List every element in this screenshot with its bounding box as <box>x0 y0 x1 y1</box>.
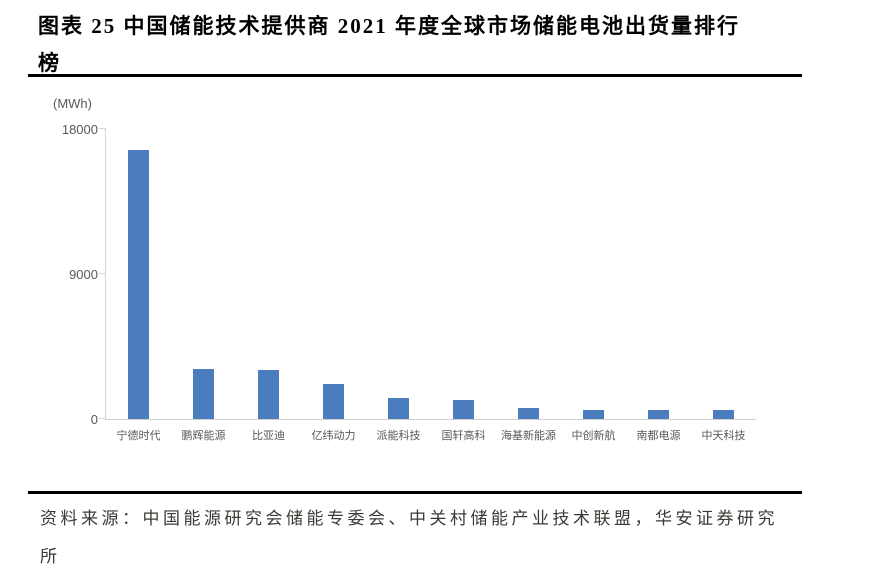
y-axis-tick <box>99 273 106 274</box>
bar-slot <box>106 129 171 419</box>
bar-slot <box>171 129 236 419</box>
bar-slot <box>626 129 691 419</box>
y-axis-tick-label: 9000 <box>69 267 98 282</box>
bar-slot <box>366 129 431 419</box>
category-label: 派能科技 <box>376 430 421 442</box>
figure-title-line-1: 图表 25 中国储能技术提供商 2021 年度全球市场储能电池出货量排行 <box>38 14 740 38</box>
category-label: 海基新能源 <box>501 430 556 442</box>
title-divider <box>28 74 802 77</box>
footer-divider <box>28 491 802 494</box>
bar-2 <box>193 369 214 419</box>
category-label: 宁德时代 <box>116 430 161 442</box>
bar-4 <box>323 383 344 419</box>
figure-title: 图表 25 中国储能技术提供商 2021 年度全球市场储能电池出货量排行 榜 <box>38 8 828 82</box>
bar-slot <box>301 129 366 419</box>
bar-1 <box>128 149 149 419</box>
category-label: 鹏辉能源 <box>181 430 226 442</box>
category-labels: 宁德时代 鹏辉能源 比亚迪 亿纬动力 派能科技 国轩高科 海基新能源 中创新航 南都电源 中天科技 <box>106 427 756 443</box>
category-label: 中创新航 <box>571 430 616 442</box>
bar-slot <box>236 129 301 419</box>
y-axis-tick-label: 18000 <box>61 122 98 137</box>
bar-10 <box>713 409 734 419</box>
y-axis-tick <box>99 418 106 419</box>
bar-7 <box>518 407 539 419</box>
bar-5 <box>388 397 409 419</box>
source-note-line-1: 资料来源：中国能源研究会储能专委会、中关村储能产业技术联盟，华安证券研究 <box>40 509 778 528</box>
y-axis-tick-label: 0 <box>90 412 98 427</box>
bar-8 <box>583 409 604 419</box>
source-note: 资料来源：中国能源研究会储能专委会、中关村储能产业技术联盟，华安证券研究 所 <box>40 500 840 576</box>
y-axis-tick <box>99 128 106 129</box>
category-label: 国轩高科 <box>441 430 486 442</box>
category-label: 比亚迪 <box>252 430 285 442</box>
bars-row <box>106 129 756 419</box>
category-label: 南都电源 <box>636 430 681 442</box>
category-label: 亿纬动力 <box>311 430 356 442</box>
category-label: 中天科技 <box>701 430 746 442</box>
y-axis-unit-label: (MWh) <box>53 96 92 111</box>
bar-6 <box>453 399 474 419</box>
bar-9 <box>648 410 669 419</box>
bar-slot <box>691 129 756 419</box>
bar-slot <box>561 129 626 419</box>
source-note-line-2: 所 <box>40 547 61 566</box>
bar-slot <box>496 129 561 419</box>
plot-area <box>99 128 756 420</box>
figure-title-line-2: 榜 <box>38 51 61 75</box>
y-axis-labels: 0 9000 18000 <box>0 122 100 427</box>
bar-3 <box>258 369 279 419</box>
bar-slot <box>431 129 496 419</box>
